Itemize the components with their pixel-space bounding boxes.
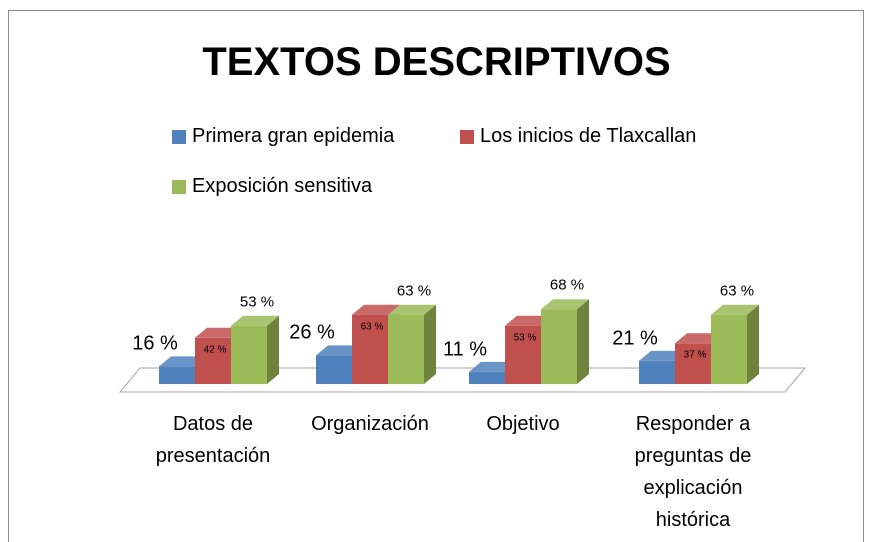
bar-front xyxy=(711,314,747,384)
x-tick-label: Datos de presentación xyxy=(155,413,271,467)
bar-top xyxy=(388,304,436,315)
bar-front xyxy=(231,325,267,384)
bar-front xyxy=(352,314,388,384)
bar-front xyxy=(639,360,675,384)
bar-top xyxy=(352,304,400,315)
legend-swatch xyxy=(460,129,474,144)
data-label: 63 % xyxy=(360,321,384,333)
bar-top xyxy=(711,304,759,315)
bar-top xyxy=(541,299,589,310)
legend-swatch xyxy=(172,179,186,194)
bar-front xyxy=(316,355,352,384)
data-label: 42 % xyxy=(203,344,227,356)
bar-front xyxy=(541,309,577,384)
bar xyxy=(388,304,436,384)
bar-side xyxy=(747,304,759,384)
data-label: 53 % xyxy=(239,293,275,311)
data-label: 63 % xyxy=(396,282,432,300)
legend-label: Los inicios de Tlaxcallan xyxy=(480,125,697,147)
x-tick-label: Organización xyxy=(311,413,429,435)
data-label: 63 % xyxy=(719,282,755,300)
data-label: 37 % xyxy=(683,349,707,361)
data-label: 11 % xyxy=(442,338,488,361)
bar-front xyxy=(159,366,195,384)
legend-item: Exposición sensitiva xyxy=(172,175,372,198)
legend-label: Exposición sensitiva xyxy=(192,175,373,197)
bar-front xyxy=(195,337,231,384)
bar xyxy=(231,315,279,384)
data-label: 26 % xyxy=(289,321,335,344)
data-label: 16 % xyxy=(132,332,178,355)
bar-front xyxy=(388,314,424,384)
bar-side xyxy=(267,315,279,384)
data-label: 68 % xyxy=(549,276,585,294)
bar-side xyxy=(424,304,436,384)
bar xyxy=(541,299,589,384)
legend-label: Primera gran epidemia xyxy=(192,125,395,147)
bar-front xyxy=(469,371,505,384)
x-tick-label: Objetivo xyxy=(486,413,560,435)
bar-top xyxy=(231,315,279,326)
floor xyxy=(118,367,807,393)
bar-front xyxy=(675,343,711,384)
bar-front xyxy=(505,325,541,384)
chart-frame xyxy=(8,10,864,542)
legend-item: Los inicios de Tlaxcallan xyxy=(460,125,696,148)
chart-title: TEXTOS DESCRIPTIVOS xyxy=(202,40,671,84)
legend-item: Primera gran epidemia xyxy=(172,125,394,148)
data-label: 21 % xyxy=(612,327,658,350)
x-tick-label: Responder a preguntas de explicación his… xyxy=(634,413,752,531)
data-label: 53 % xyxy=(513,332,537,344)
bar xyxy=(711,304,759,384)
legend-swatch xyxy=(172,129,186,144)
bar-side xyxy=(577,299,589,384)
